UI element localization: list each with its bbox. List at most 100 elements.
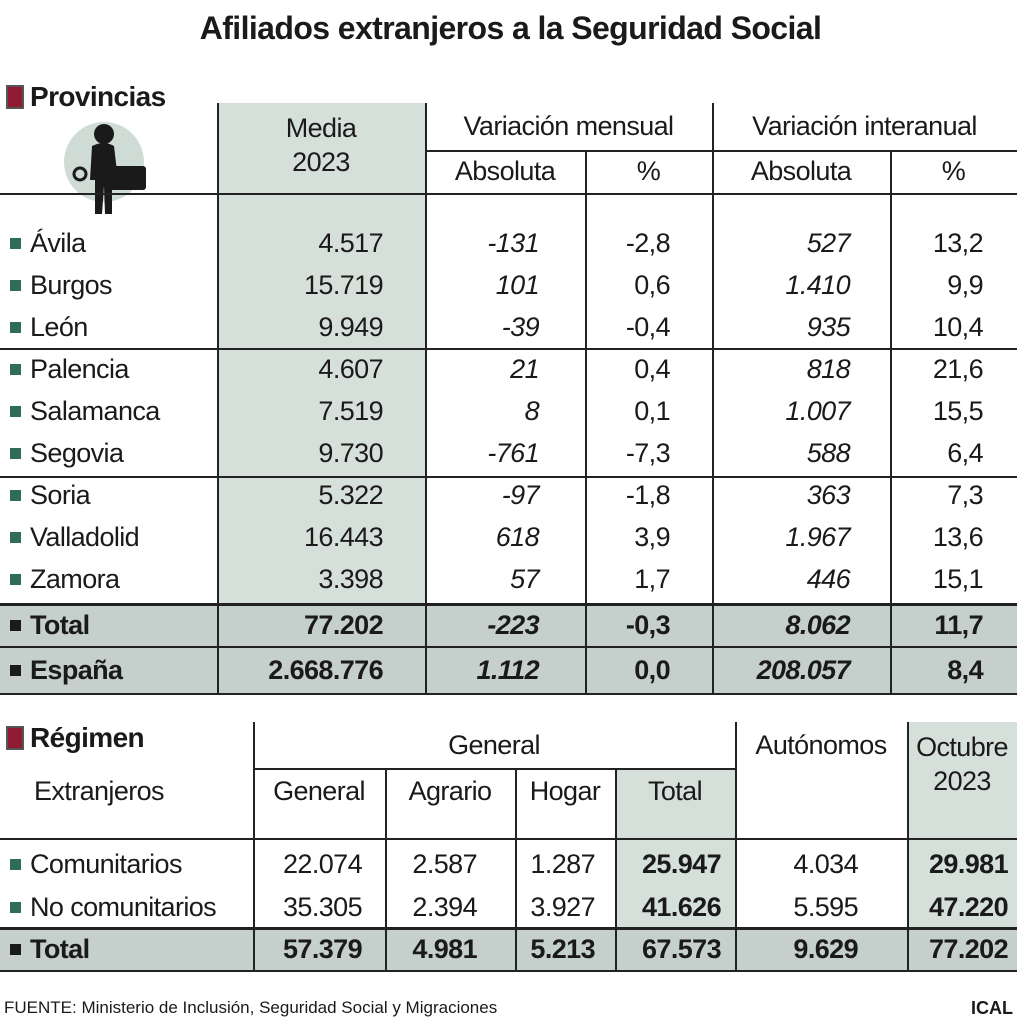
cell: 35.305 [283,891,363,922]
cell: 8 [524,395,540,426]
col-header: Agrario [408,775,492,806]
bullet [10,858,21,870]
row-label: Total [10,604,250,646]
shading [0,928,1017,970]
cell: 21 [510,353,539,384]
shading [217,103,425,604]
cell: 2.587 [412,848,477,879]
cell: 9,9 [947,269,983,300]
cell: 527 [806,227,851,258]
rule [515,768,517,970]
heading-marker [6,85,24,109]
cell: -7,3 [625,437,671,468]
cell: -761 [487,437,539,468]
heading-text: Régimen [30,722,145,753]
cell: 101 [495,269,540,300]
bullet [10,363,21,375]
cell: 2.394 [412,891,477,922]
cell: 6,4 [947,437,983,468]
cell: 7,3 [947,479,983,510]
label-text: Salamanca [30,395,160,426]
bullet [10,279,21,291]
col-header: % [636,156,661,186]
cell: 7.519 [318,395,383,426]
cell: 8,4 [947,654,983,685]
cell: 47.220 [929,891,1009,922]
row-label: Zamora [10,558,250,600]
cell: -0,3 [625,609,671,640]
cell: 1.410 [785,269,850,300]
col-header: Variación mensual [463,111,675,141]
rule [0,603,1017,606]
cell: 13,6 [932,521,984,552]
bullet [10,321,21,333]
label-text: Valladolid [30,521,140,552]
rule [0,970,1017,972]
col-header: Autónomos [755,729,887,760]
cell: -2,8 [625,227,671,258]
col-header: Absoluta [750,156,852,186]
label-text: Segovia [30,437,124,468]
cell: 9.629 [793,933,858,964]
section-heading: Régimen [6,721,256,755]
row-label: León [10,306,250,348]
cell: 57.379 [283,933,363,964]
rule [0,838,1017,840]
cell: 10,4 [932,311,984,342]
source: FUENTE: Ministerio de Inclusión, Segurid… [4,998,498,1017]
cell: 1.287 [530,848,595,879]
row-label: Palencia [10,348,250,390]
rule [385,768,387,970]
col-header: % [941,156,966,186]
row-label: España [10,649,250,691]
cell: 4.034 [793,848,858,879]
col-header: Media 2023 [285,113,357,177]
col-header: Octubre 2023 [916,732,1008,796]
cell: 0,0 [634,654,670,685]
label-text: Burgos [30,269,113,300]
cell: 5.213 [530,933,595,964]
shading [907,722,1017,928]
cell: 1,7 [634,563,670,594]
cell: 4.607 [318,353,383,384]
col-header: Hogar [529,775,601,806]
cell: 4.517 [318,227,383,258]
rule [0,693,1017,695]
cell: 67.573 [642,933,722,964]
row-label: No comunitarios [10,886,250,928]
rule [217,103,219,693]
rule [0,646,1017,648]
row-label: Ávila [10,222,250,264]
cell: -0,4 [625,311,671,342]
label-text: Ávila [30,227,86,258]
label-text: No comunitarios [30,891,217,922]
label-text: Total [30,933,90,964]
bullet [10,405,21,417]
cell: 15,5 [932,395,984,426]
rule [425,103,427,693]
row-label: Burgos [10,264,250,306]
bullet [10,237,21,249]
cell: 0,6 [634,269,670,300]
cell: 77.202 [929,933,1009,964]
cell: 0,1 [634,395,670,426]
cell: 13,2 [932,227,984,258]
section-heading: Provincias [6,80,256,114]
rule [615,768,617,970]
cell: -97 [501,479,540,510]
rule [0,348,1017,350]
bullet [10,489,21,501]
bullet [10,664,21,676]
cell: -1,8 [625,479,671,510]
worker-icon [64,122,146,214]
label-text: León [30,311,88,342]
heading-marker [6,726,24,750]
shading [0,604,1017,693]
bullet [10,943,21,955]
col-header: Absoluta [454,156,556,186]
cell: 1.007 [785,395,850,426]
cell: 446 [806,563,851,594]
label-text: Total [30,609,90,640]
cell: 935 [806,311,851,342]
